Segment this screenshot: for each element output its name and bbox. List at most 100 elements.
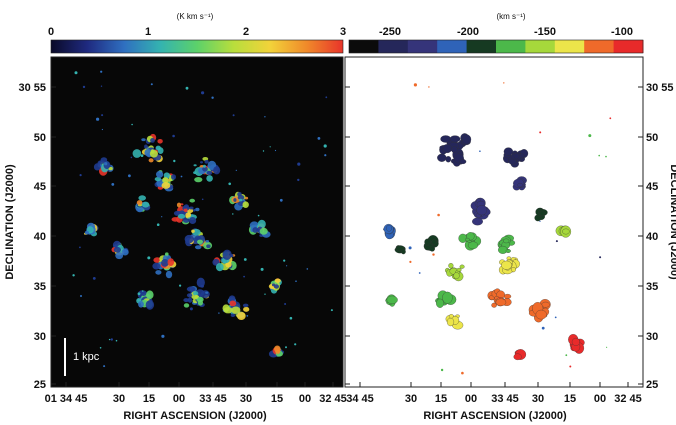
- emission-clump: [189, 206, 194, 210]
- emission-clump: [183, 205, 188, 209]
- emission-speck: [189, 307, 193, 311]
- emission-speck: [264, 293, 266, 295]
- emission-speck: [82, 85, 86, 89]
- velocity-clump: [449, 135, 461, 143]
- left-y-tick-label: 45: [34, 181, 46, 193]
- emission-speck: [110, 338, 114, 341]
- emission-speck: [79, 174, 82, 177]
- emission-clump: [194, 177, 203, 183]
- right-x-tick-label: 00: [465, 393, 477, 405]
- emission-clump: [202, 164, 206, 168]
- emission-clump: [176, 202, 182, 208]
- emission-speck: [72, 274, 75, 277]
- velocity-clump: [445, 156, 452, 163]
- emission-clump: [233, 198, 237, 202]
- velocity-speck: [569, 365, 572, 368]
- emission-clump: [165, 270, 173, 279]
- right-colorbar-block: [613, 40, 644, 53]
- emission-speck: [232, 213, 234, 215]
- emission-clump: [204, 159, 209, 164]
- velocity-clump: [437, 153, 447, 162]
- emission-clump: [231, 306, 241, 314]
- right-x-tick-label: 34 45: [346, 393, 374, 405]
- emission-speck: [323, 144, 327, 148]
- emission-clump: [205, 291, 209, 294]
- right-colorbar-block: [437, 40, 468, 53]
- emission-clump: [183, 303, 190, 308]
- velocity-clump: [511, 267, 516, 273]
- left-x-tick-label: 30: [240, 393, 252, 405]
- velocity-speck: [541, 326, 545, 330]
- emission-speck: [92, 277, 96, 280]
- velocity-clump: [513, 152, 520, 159]
- emission-speck: [201, 91, 205, 95]
- velocity-speck: [605, 155, 607, 158]
- emission-clump: [155, 270, 162, 275]
- emission-speck: [286, 265, 288, 267]
- right-colorbar-block: [378, 40, 409, 53]
- velocity-speck: [432, 253, 435, 256]
- emission-clump: [271, 283, 276, 287]
- emission-clump: [205, 240, 210, 243]
- emission-speck: [243, 275, 246, 278]
- emission-speck: [193, 208, 196, 212]
- right-colorbar-tick: -100: [611, 26, 633, 38]
- emission-speck: [246, 315, 249, 317]
- velocity-clump: [505, 249, 511, 253]
- emission-clump: [146, 290, 154, 300]
- velocity-clump: [472, 217, 483, 226]
- emission-clump: [222, 304, 230, 312]
- emission-clump: [132, 149, 142, 158]
- velocity-clump: [467, 241, 479, 250]
- emission-clump: [104, 162, 108, 166]
- emission-speck: [103, 365, 106, 368]
- emission-clump: [186, 293, 193, 298]
- emission-speck: [243, 258, 247, 261]
- left-colorbar-tick: 0: [48, 26, 54, 38]
- emission-clump: [206, 175, 213, 182]
- velocity-clump: [501, 260, 512, 270]
- emission-speck: [325, 96, 328, 99]
- emission-speck: [96, 117, 100, 121]
- emission-clump: [206, 170, 213, 175]
- velocity-clump: [439, 145, 444, 150]
- velocity-clump: [462, 134, 472, 145]
- right-y-tick-label: 30 55: [646, 82, 674, 94]
- emission-clump: [163, 172, 170, 179]
- emission-speck: [260, 267, 264, 271]
- velocity-speck: [539, 220, 541, 222]
- emission-clump: [222, 260, 226, 264]
- left-y-axis-label: DECLINATION (J2000): [4, 164, 16, 280]
- emission-clump: [193, 291, 199, 296]
- velocity-clump: [401, 249, 406, 255]
- left-colorbar-tick: 2: [243, 26, 249, 38]
- emission-clump: [84, 230, 89, 235]
- velocity-clump: [448, 314, 454, 319]
- left-colorbar-unit: (K km s⁻¹): [177, 12, 214, 21]
- emission-speck: [294, 343, 297, 346]
- emission-speck: [179, 284, 182, 287]
- emission-clump: [138, 301, 144, 308]
- velocity-clump: [495, 298, 507, 307]
- left-x-tick-label: 32 45: [319, 393, 347, 405]
- emission-speck: [79, 246, 81, 249]
- velocity-clump: [513, 353, 522, 361]
- emission-clump: [259, 227, 268, 235]
- emission-clump: [236, 312, 246, 320]
- velocity-speck: [437, 213, 440, 217]
- emission-clump: [189, 217, 197, 224]
- right-y-tick-label: 40: [646, 231, 658, 243]
- emission-clump: [195, 245, 202, 250]
- emission-speck: [295, 280, 297, 283]
- velocity-clump: [476, 205, 488, 216]
- emission-clump: [183, 208, 188, 213]
- emission-clump: [100, 157, 108, 163]
- right-x-ticks: 34 45 30 15 00 33 45 30 15 00 32 45: [346, 393, 642, 405]
- emission-speck: [131, 123, 133, 126]
- velocity-speck: [539, 131, 542, 134]
- velocity-speck: [609, 117, 612, 120]
- emission-speck: [100, 70, 103, 73]
- velocity-speck: [461, 371, 464, 375]
- emission-speck: [156, 223, 160, 226]
